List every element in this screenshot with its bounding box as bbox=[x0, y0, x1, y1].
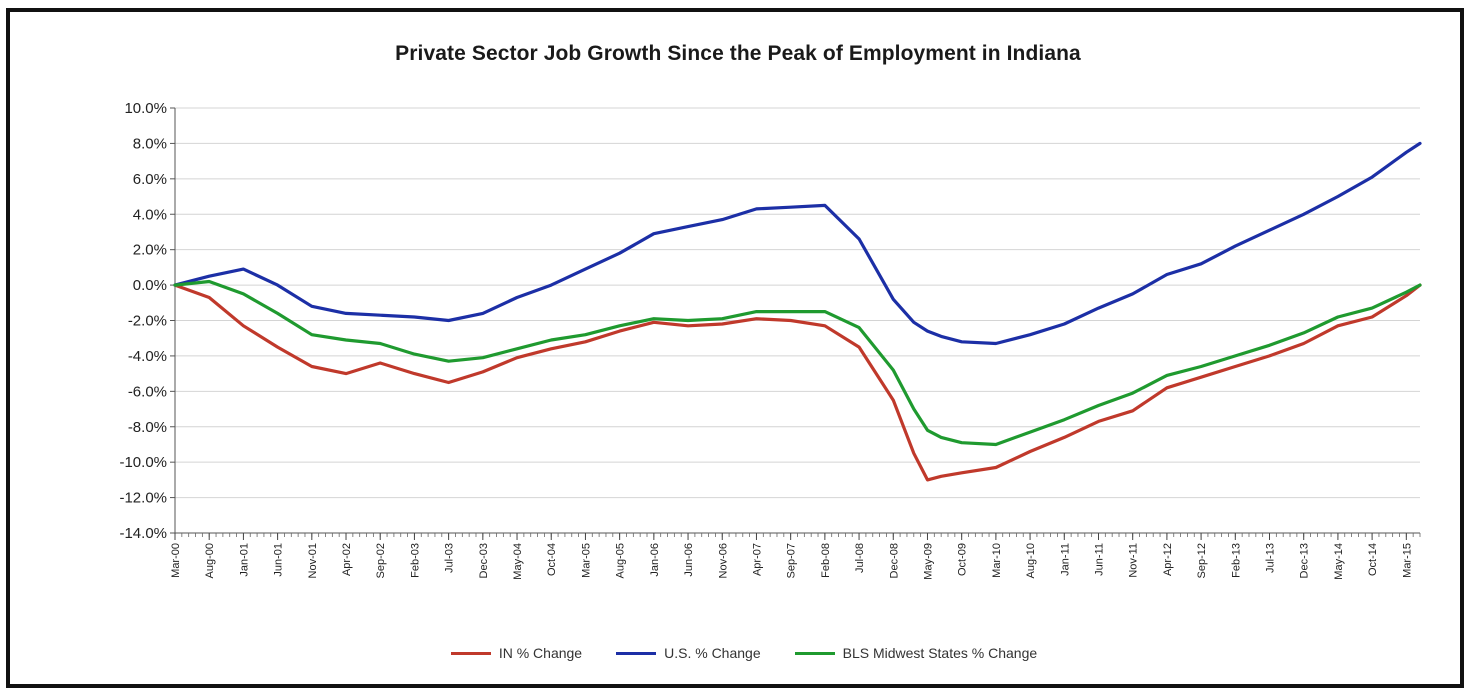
legend-item-us: U.S. % Change bbox=[616, 645, 761, 661]
series-line-in bbox=[173, 283, 1422, 482]
legend-label-midwest: BLS Midwest States % Change bbox=[842, 645, 1038, 661]
x-tick-label: Sep-12 bbox=[1196, 543, 1208, 578]
legend-swatch-in bbox=[450, 651, 491, 655]
y-tick-label: 0.0% bbox=[133, 277, 167, 294]
x-tick-label: Jan-06 bbox=[649, 543, 661, 577]
x-tick-label: Aug-05 bbox=[615, 543, 627, 578]
x-axis-tick-labels: Mar-00 Aug-00 Jan-01 Jun-01 Nov-01 Apr-02 Sep-… bbox=[170, 543, 1413, 580]
y-tick-label: -2.0% bbox=[128, 313, 167, 330]
x-tick-label: Sep-07 bbox=[786, 543, 798, 578]
legend-item-midwest: BLS Midwest States % Change bbox=[794, 645, 1038, 661]
y-tick-label: -10.0% bbox=[119, 454, 167, 471]
y-tick-label: -6.0% bbox=[128, 383, 167, 400]
x-tick-label: Jun-06 bbox=[683, 543, 695, 577]
axes bbox=[170, 107, 1421, 540]
x-tick-label: May-14 bbox=[1333, 543, 1345, 580]
y-tick-label: 2.0% bbox=[133, 242, 167, 259]
x-tick-label: Feb-03 bbox=[409, 543, 421, 578]
x-tick-label: Mar-05 bbox=[580, 543, 592, 578]
x-tick-label: Aug-10 bbox=[1025, 543, 1037, 578]
x-tick-label: Nov-01 bbox=[307, 543, 319, 578]
y-tick-label: -14.0% bbox=[119, 525, 167, 542]
y-tick-label: 10.0% bbox=[124, 100, 167, 117]
x-tick-label: May-04 bbox=[512, 543, 524, 580]
x-tick-label: Oct-04 bbox=[546, 543, 558, 576]
x-tick-label: Oct-09 bbox=[957, 543, 969, 576]
x-tick-label: Jan-11 bbox=[1059, 543, 1071, 576]
legend-label-in: IN % Change bbox=[498, 645, 583, 661]
x-tick-label: Jan-01 bbox=[238, 543, 250, 577]
x-tick-label: Mar-10 bbox=[991, 543, 1003, 578]
y-tick-label: -12.0% bbox=[119, 490, 167, 507]
series-lines bbox=[173, 141, 1422, 482]
x-tick-label: Dec-03 bbox=[478, 543, 490, 578]
x-tick-label: Jul-13 bbox=[1265, 543, 1277, 573]
x-tick-label: Aug-00 bbox=[204, 543, 216, 578]
x-tick-label: Sep-02 bbox=[375, 543, 387, 578]
legend-label-us: U.S. % Change bbox=[664, 645, 761, 661]
x-tick-label: Apr-12 bbox=[1162, 543, 1174, 576]
series-line-midwest bbox=[173, 279, 1422, 447]
x-tick-label: Apr-02 bbox=[341, 543, 353, 576]
y-axis-tick-labels: 10.0% 8.0% 6.0% 4.0% 2.0% 0.0% -2.0% -4.0% -6.0%… bbox=[119, 100, 167, 542]
x-tick-label: Feb-08 bbox=[820, 543, 832, 578]
x-tick-label: Feb-13 bbox=[1230, 543, 1242, 578]
y-tick-label: 8.0% bbox=[133, 135, 167, 152]
y-tick-label: 6.0% bbox=[133, 171, 167, 188]
legend: IN % Change U.S. % Change BLS Midwest St… bbox=[0, 645, 1476, 661]
x-tick-label: Oct-14 bbox=[1367, 543, 1379, 576]
x-tick-label: Mar-15 bbox=[1401, 543, 1413, 578]
legend-item-in: IN % Change bbox=[450, 645, 583, 661]
x-tick-label: Nov-11 bbox=[1128, 543, 1140, 578]
chart-frame bbox=[6, 8, 1464, 688]
x-tick-label: Jun-01 bbox=[273, 543, 285, 577]
x-tick-label: Jul-08 bbox=[854, 543, 866, 573]
legend-swatch-midwest bbox=[794, 651, 835, 655]
x-tick-label: Dec-08 bbox=[888, 543, 900, 578]
x-tick-label: Mar-00 bbox=[170, 543, 182, 578]
x-tick-label: Jun-11 bbox=[1093, 543, 1105, 576]
x-tick-label: Nov-06 bbox=[717, 543, 729, 578]
x-tick-label: May-09 bbox=[922, 543, 934, 580]
y-tick-label: -4.0% bbox=[128, 348, 167, 365]
series-line-us bbox=[173, 141, 1422, 346]
x-tick-label: Dec-13 bbox=[1299, 543, 1311, 578]
x-tick-label: Apr-07 bbox=[751, 543, 763, 576]
chart-title: Private Sector Job Growth Since the Peak… bbox=[395, 42, 1081, 65]
legend-swatch-us bbox=[616, 651, 657, 655]
y-tick-label: -8.0% bbox=[128, 419, 167, 436]
x-tick-label: Jul-03 bbox=[444, 543, 456, 573]
y-tick-label: 4.0% bbox=[133, 206, 167, 223]
grid-lines bbox=[175, 107, 1420, 499]
